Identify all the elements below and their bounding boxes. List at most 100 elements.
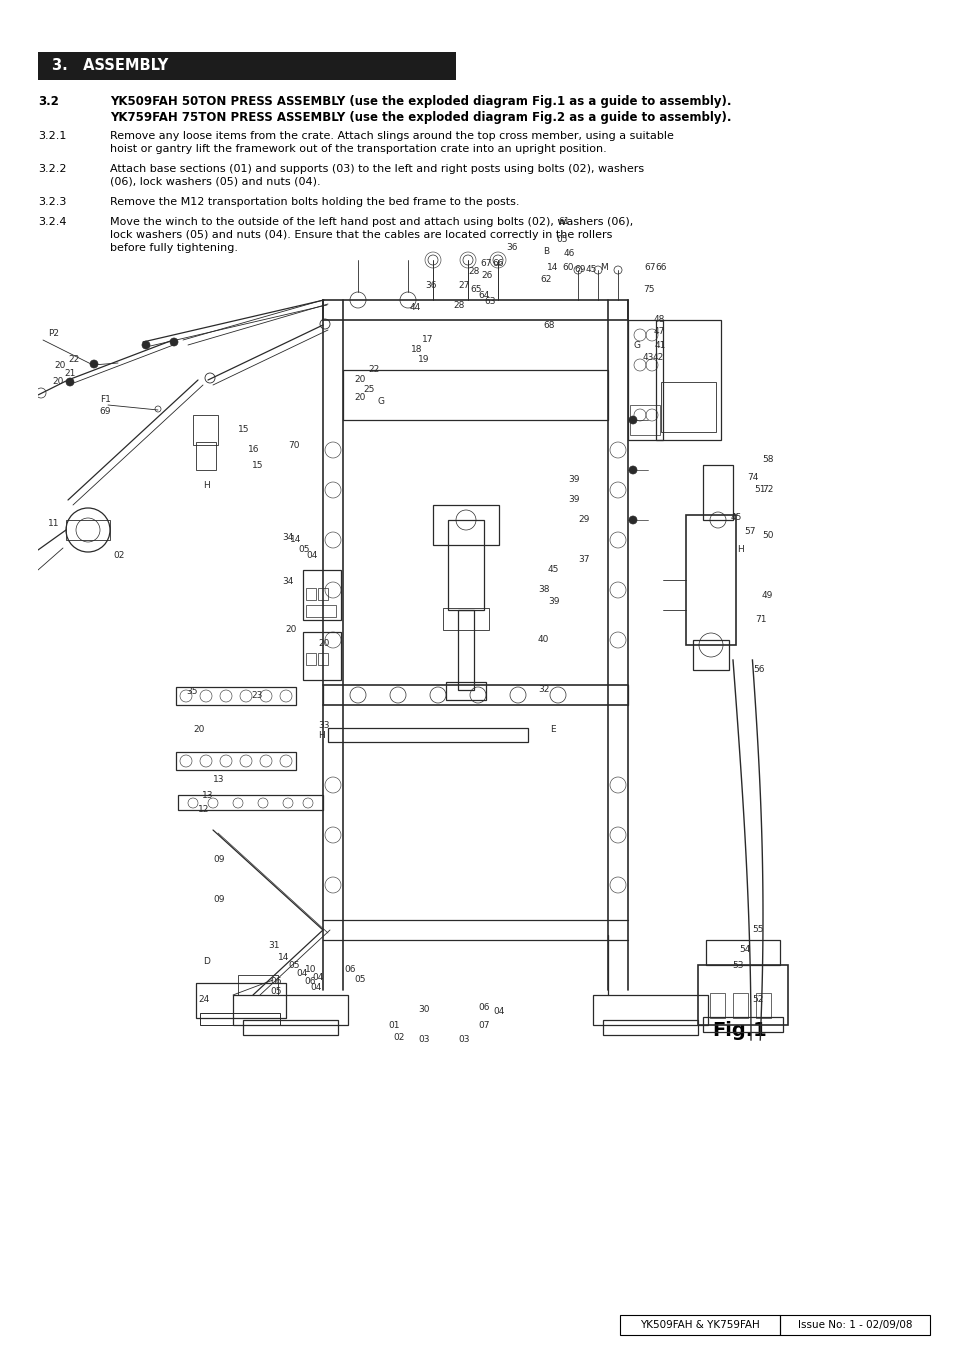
Circle shape bbox=[170, 338, 178, 346]
Bar bbox=[343, 370, 607, 420]
Text: Remove any loose items from the crate. Attach slings around the top cross member: Remove any loose items from the crate. A… bbox=[110, 131, 673, 140]
Text: 3.2.2: 3.2.2 bbox=[38, 163, 67, 174]
Circle shape bbox=[628, 516, 637, 524]
Text: 28: 28 bbox=[468, 267, 478, 277]
Text: Issue No: 1 - 02/09/08: Issue No: 1 - 02/09/08 bbox=[797, 1320, 911, 1330]
Text: lock washers (05) and nuts (04). Ensure that the cables are located correctly in: lock washers (05) and nuts (04). Ensure … bbox=[110, 230, 612, 240]
Bar bbox=[780, 1315, 929, 1335]
Text: 05: 05 bbox=[354, 976, 365, 984]
Text: 64: 64 bbox=[477, 290, 489, 300]
Text: 56: 56 bbox=[752, 666, 763, 675]
Text: 29: 29 bbox=[578, 516, 589, 525]
Text: H: H bbox=[737, 545, 743, 555]
Text: 53: 53 bbox=[731, 960, 742, 969]
Text: 06: 06 bbox=[270, 976, 281, 986]
Text: 75: 75 bbox=[642, 285, 654, 294]
Text: YK509FAH 50TON PRESS ASSEMBLY (use the exploded diagram Fig.1 as a guide to asse: YK509FAH 50TON PRESS ASSEMBLY (use the e… bbox=[110, 95, 731, 108]
Bar bbox=[237, 975, 277, 995]
Text: 45: 45 bbox=[585, 266, 597, 274]
Text: 26: 26 bbox=[480, 270, 492, 279]
Text: 72: 72 bbox=[761, 486, 773, 494]
Bar bbox=[233, 995, 348, 1025]
Text: 3.   ASSEMBLY: 3. ASSEMBLY bbox=[52, 58, 168, 73]
Text: 42: 42 bbox=[652, 352, 663, 362]
Text: 3.2.1: 3.2.1 bbox=[38, 131, 67, 140]
Text: P2: P2 bbox=[48, 329, 59, 339]
Text: 13: 13 bbox=[202, 791, 213, 799]
Text: 14: 14 bbox=[290, 536, 301, 544]
Text: 51: 51 bbox=[753, 486, 764, 494]
Text: 37: 37 bbox=[578, 555, 589, 564]
Text: 02: 02 bbox=[393, 1034, 404, 1042]
Text: 67: 67 bbox=[643, 262, 655, 271]
Text: 05: 05 bbox=[556, 235, 567, 244]
Text: 24: 24 bbox=[198, 995, 209, 1004]
Bar bbox=[448, 520, 483, 610]
Text: 20: 20 bbox=[54, 360, 66, 370]
Text: 52: 52 bbox=[751, 995, 762, 1004]
Text: 36: 36 bbox=[505, 243, 517, 251]
Text: 27: 27 bbox=[457, 281, 469, 289]
Text: 28: 28 bbox=[453, 301, 464, 309]
Text: 60: 60 bbox=[561, 262, 573, 271]
Text: 20: 20 bbox=[285, 625, 296, 634]
Bar bbox=[200, 1012, 280, 1025]
Text: 57: 57 bbox=[743, 528, 755, 536]
Text: 70: 70 bbox=[288, 440, 299, 450]
Text: 04: 04 bbox=[312, 973, 323, 983]
Bar bbox=[306, 605, 335, 617]
Text: 45: 45 bbox=[730, 513, 741, 521]
Text: 34: 34 bbox=[282, 532, 294, 541]
Text: 06: 06 bbox=[344, 965, 355, 975]
Text: 25: 25 bbox=[363, 385, 374, 393]
Text: G: G bbox=[377, 397, 385, 406]
Bar bbox=[602, 1021, 698, 1035]
Circle shape bbox=[628, 466, 637, 474]
Text: 21: 21 bbox=[64, 370, 75, 378]
Bar bbox=[175, 687, 295, 705]
Text: 09: 09 bbox=[213, 856, 224, 864]
Bar bbox=[660, 382, 716, 432]
Bar bbox=[705, 940, 780, 965]
Text: 22: 22 bbox=[368, 366, 379, 374]
Text: 11: 11 bbox=[48, 520, 59, 528]
Bar bbox=[195, 983, 286, 1018]
Bar bbox=[732, 994, 747, 1018]
Text: 02: 02 bbox=[112, 551, 124, 559]
Bar bbox=[317, 653, 328, 666]
Bar bbox=[755, 994, 770, 1018]
Text: 05: 05 bbox=[288, 960, 299, 969]
Text: before fully tightening.: before fully tightening. bbox=[110, 243, 237, 252]
Text: 58: 58 bbox=[761, 455, 773, 464]
Text: 03: 03 bbox=[457, 1035, 469, 1045]
Text: 04: 04 bbox=[306, 551, 317, 559]
Text: 33: 33 bbox=[317, 721, 329, 730]
Text: 05: 05 bbox=[270, 987, 281, 995]
Text: 20: 20 bbox=[52, 377, 63, 386]
Text: YK759FAH 75TON PRESS ASSEMBLY (use the exploded diagram Fig.2 as a guide to asse: YK759FAH 75TON PRESS ASSEMBLY (use the e… bbox=[110, 111, 731, 124]
Text: 14: 14 bbox=[277, 953, 289, 961]
Text: 39: 39 bbox=[567, 475, 578, 485]
Text: 10: 10 bbox=[305, 965, 316, 975]
Text: 23: 23 bbox=[251, 690, 262, 699]
Text: H: H bbox=[203, 481, 210, 490]
Text: 32: 32 bbox=[537, 686, 549, 694]
Bar bbox=[306, 589, 315, 599]
Text: YK509FAH & YK759FAH: YK509FAH & YK759FAH bbox=[639, 1320, 760, 1330]
Text: H: H bbox=[317, 730, 324, 740]
Bar bbox=[629, 405, 659, 435]
Bar bbox=[442, 608, 489, 630]
Text: 47: 47 bbox=[654, 328, 664, 336]
Text: 01: 01 bbox=[388, 1021, 399, 1030]
Text: G: G bbox=[634, 340, 640, 350]
Bar bbox=[317, 589, 328, 599]
Text: M: M bbox=[599, 262, 607, 271]
Bar bbox=[175, 752, 295, 769]
Text: 45: 45 bbox=[547, 566, 558, 575]
Text: 13: 13 bbox=[213, 775, 224, 784]
Text: 15: 15 bbox=[252, 460, 263, 470]
Text: 71: 71 bbox=[754, 616, 765, 625]
Text: 3.2: 3.2 bbox=[38, 95, 59, 108]
Text: 43: 43 bbox=[642, 352, 654, 362]
Text: 22: 22 bbox=[68, 355, 79, 364]
